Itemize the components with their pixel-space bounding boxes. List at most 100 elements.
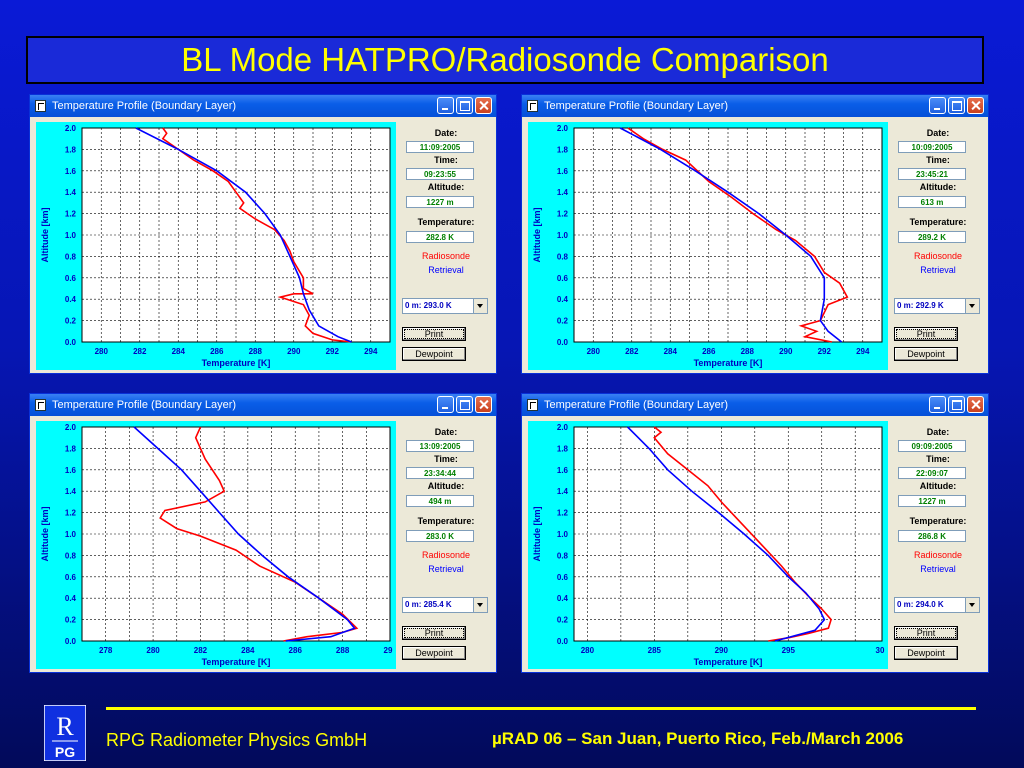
legend-radiosonde: Radiosonde	[421, 550, 471, 560]
slide-title: BL Mode HATPRO/Radiosonde Comparison	[26, 36, 984, 84]
y-tick-label: 0.4	[65, 295, 77, 304]
app-icon	[527, 100, 538, 112]
temperature-profile-window-2[interactable]: Temperature Profile (Boundary Layer) 0.0…	[521, 94, 989, 374]
legend-radiosonde: Radiosonde	[913, 550, 963, 560]
altitude-label: Altitude:	[919, 481, 957, 491]
altitude-select[interactable]: 0 m: 293.0 K	[402, 298, 488, 314]
series-line-retrieval	[619, 127, 843, 343]
time-label: Time:	[434, 454, 458, 464]
minimize-icon[interactable]	[437, 396, 454, 413]
app-icon	[35, 399, 46, 411]
minimize-icon[interactable]	[929, 97, 946, 114]
temperature-profile-chart: 0.0 0.2 0.4 0.6 0.8 1.0 1.2 1.4 1.6 1.8 2.0 278 280 2…	[36, 421, 396, 669]
date-field: 11:09:2005	[406, 141, 474, 153]
print-button[interactable]: Print	[894, 626, 958, 640]
chevron-down-icon[interactable]	[473, 598, 487, 612]
chevron-down-icon[interactable]	[473, 299, 487, 313]
temperature-label: Temperature:	[417, 217, 475, 227]
series-line-retrieval	[135, 127, 352, 343]
x-tick-label: 285	[648, 646, 662, 655]
altitude-label: Altitude:	[427, 182, 465, 192]
window-titlebar[interactable]: Temperature Profile (Boundary Layer)	[30, 394, 496, 416]
date-field: 13:09:2005	[406, 440, 474, 452]
x-tick-label: 282	[625, 347, 639, 356]
window-title: Temperature Profile (Boundary Layer)	[544, 399, 729, 411]
y-tick-label: 1.8	[65, 444, 77, 453]
date-label: Date:	[434, 427, 458, 437]
x-tick-label: 284	[664, 347, 678, 356]
close-icon[interactable]	[967, 97, 984, 114]
y-tick-label: 2.0	[557, 423, 569, 432]
maximize-icon[interactable]	[948, 97, 965, 114]
window-titlebar[interactable]: Temperature Profile (Boundary Layer)	[522, 95, 988, 117]
close-icon[interactable]	[967, 396, 984, 413]
time-field: 09:23:55	[406, 168, 474, 180]
window-titlebar[interactable]: Temperature Profile (Boundary Layer)	[30, 95, 496, 117]
y-tick-label: 0.2	[65, 616, 77, 625]
y-tick-label: 1.4	[557, 487, 569, 496]
x-tick-label: 286	[702, 347, 716, 356]
altitude-field: 494 m	[406, 495, 474, 507]
maximize-icon[interactable]	[456, 97, 473, 114]
temperature-profile-window-1[interactable]: Temperature Profile (Boundary Layer) 0.0…	[29, 94, 497, 374]
event-info: µRAD 06 – San Juan, Puerto Rico, Feb./Ma…	[492, 729, 904, 748]
altitude-select-value: 0 m: 293.0 K	[405, 301, 452, 310]
print-button[interactable]: Print	[894, 327, 958, 341]
close-icon[interactable]	[475, 97, 492, 114]
temperature-profile-window-4[interactable]: Temperature Profile (Boundary Layer) 0.0…	[521, 393, 989, 673]
dewpoint-button[interactable]: Dewpoint	[402, 347, 466, 361]
time-field: 22:09:07	[898, 467, 966, 479]
x-axis-label: Temperature [K]	[694, 657, 763, 667]
print-button[interactable]: Print	[402, 626, 466, 640]
date-field: 09:09:2005	[898, 440, 966, 452]
dewpoint-button[interactable]: Dewpoint	[402, 646, 466, 660]
dewpoint-button[interactable]: Dewpoint	[894, 646, 958, 660]
x-tick-label: 280	[95, 347, 109, 356]
altitude-select[interactable]: 0 m: 292.9 K	[894, 298, 980, 314]
chevron-down-icon[interactable]	[965, 299, 979, 313]
x-tick-label: 278	[99, 646, 113, 655]
x-tick-label: 29	[384, 646, 393, 655]
date-label: Date:	[926, 427, 950, 437]
altitude-select[interactable]: 0 m: 294.0 K	[894, 597, 980, 613]
x-tick-label: 284	[241, 646, 255, 655]
time-label: Time:	[434, 155, 458, 165]
y-tick-label: 0.4	[557, 295, 569, 304]
dewpoint-button[interactable]: Dewpoint	[894, 347, 958, 361]
y-tick-label: 1.6	[557, 167, 569, 176]
y-tick-label: 0.2	[557, 317, 569, 326]
altitude-select-value: 0 m: 285.4 K	[405, 600, 452, 609]
time-field: 23:34:44	[406, 467, 474, 479]
y-tick-label: 0.6	[557, 573, 569, 582]
y-tick-label: 1.2	[65, 509, 77, 518]
y-tick-label: 0.4	[557, 594, 569, 603]
footer-divider	[106, 707, 976, 710]
x-tick-label: 282	[194, 646, 208, 655]
x-tick-label: 290	[287, 347, 301, 356]
minimize-icon[interactable]	[929, 396, 946, 413]
x-axis-label: Temperature [K]	[202, 358, 271, 368]
window-titlebar[interactable]: Temperature Profile (Boundary Layer)	[522, 394, 988, 416]
chevron-down-icon[interactable]	[965, 598, 979, 612]
time-field: 23:45:21	[898, 168, 966, 180]
date-field: 10:09:2005	[898, 141, 966, 153]
maximize-icon[interactable]	[948, 396, 965, 413]
x-tick-label: 280	[581, 646, 595, 655]
temperature-profile-window-3[interactable]: Temperature Profile (Boundary Layer) 0.0…	[29, 393, 497, 673]
close-icon[interactable]	[475, 396, 492, 413]
legend-retrieval: Retrieval	[920, 265, 956, 275]
print-button[interactable]: Print	[402, 327, 466, 341]
minimize-icon[interactable]	[437, 97, 454, 114]
legend-retrieval: Retrieval	[428, 265, 464, 275]
y-tick-label: 2.0	[65, 423, 77, 432]
x-tick-label: 286	[289, 646, 303, 655]
altitude-select[interactable]: 0 m: 285.4 K	[402, 597, 488, 613]
maximize-icon[interactable]	[456, 396, 473, 413]
x-tick-label: 280	[587, 347, 601, 356]
x-tick-label: 292	[326, 347, 340, 356]
x-tick-label: 30	[876, 646, 885, 655]
window-title: Temperature Profile (Boundary Layer)	[52, 100, 237, 112]
y-tick-label: 1.8	[557, 444, 569, 453]
altitude-label: Altitude:	[427, 481, 465, 491]
y-tick-label: 0.6	[65, 274, 77, 283]
